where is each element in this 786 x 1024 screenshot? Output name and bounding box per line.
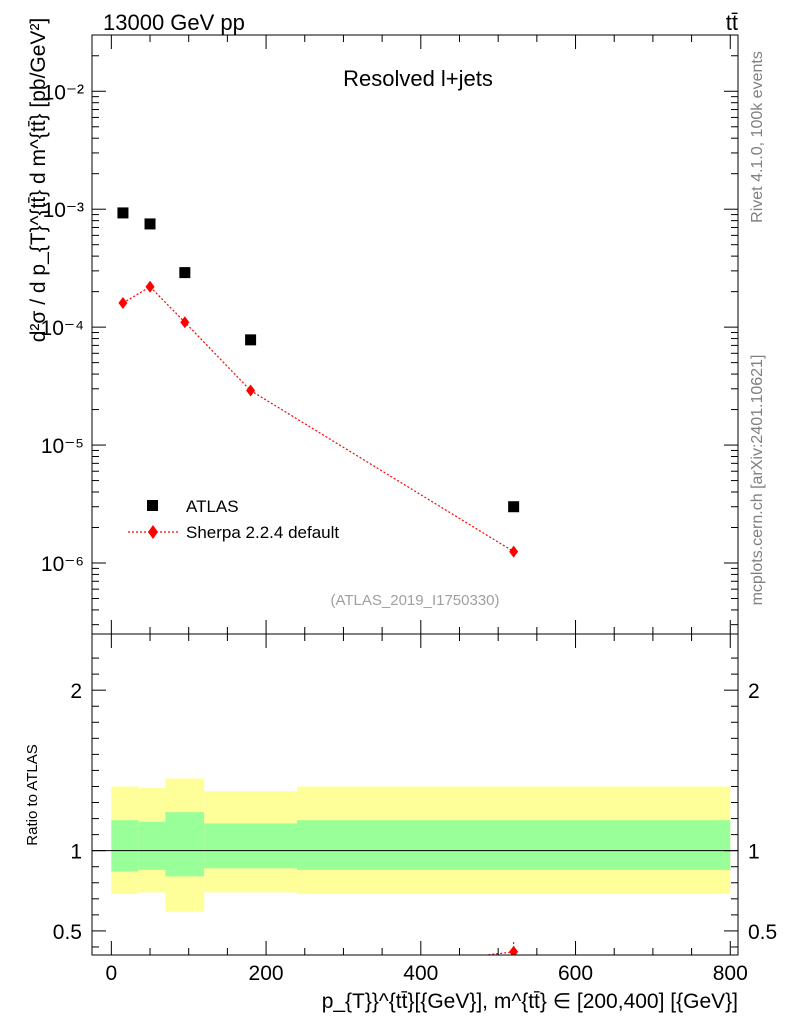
ratio-xtick-label: 0 [105,962,117,985]
ratio-mc-point [509,945,519,955]
ratio-stat-band [165,812,205,877]
legend-sherpa-marker [148,525,158,539]
ratio-stat-band [111,820,139,872]
main-ytick-label: 10⁻³ [43,199,84,222]
legend-sherpa-label: Sherpa 2.2.4 default [186,523,339,542]
atlas-point [117,207,129,219]
main-frame [91,34,739,635]
main-title: Resolved l+jets [343,66,493,91]
legend-atlas-marker [147,500,158,511]
atlas-point [179,267,191,279]
process-label: tt̄ [726,10,738,35]
ratio-stat-band [138,821,166,870]
ratio-ytick-label-right: 1 [748,841,760,864]
ratio-panel: 0.5 0.5 1 1 2 2 0 200 400 600 800 Ratio to ATLAS p… [24,633,777,1013]
legend: ATLAS Sherpa 2.2.4 default [128,497,339,542]
sherpa-line [122,285,514,553]
watermark-label: (ATLAS_2019_I1750330) [330,592,499,609]
ratio-ylabel: Ratio to ATLAS [24,744,41,845]
sherpa-point [145,280,155,293]
main-ytick-label: 10⁻⁵ [41,435,84,458]
ratio-xtick-label: 600 [558,962,593,985]
ratio-ytick-label-right: 2 [748,680,760,703]
ratio-xtick-label: 400 [403,962,438,985]
ratio-ytick-label-left: 1 [70,841,82,864]
ratio-xtick-label: 200 [249,962,284,985]
sherpa-point [180,316,190,329]
atlas-point [508,501,520,513]
atlas-point [245,334,257,346]
ratio-ytick-label-left: 2 [70,680,82,703]
main-ytick-label: 10⁻⁴ [41,317,84,340]
ratio-stat-band [204,823,298,869]
ratio-ytick-label-left: 0.5 [53,921,82,944]
ratio-frame [91,633,739,956]
atlas-point [144,218,156,230]
x-axis-label: p_{T}}^{tt̄}[{GeV}], m^{tt̄} ∈ [200,400]… [322,990,738,1013]
sherpa-point [118,297,128,310]
ratio-stat-band [297,820,731,870]
legend-atlas-label: ATLAS [186,497,239,516]
sherpa-point [246,384,256,397]
ratio-xtick-label: 800 [713,962,748,985]
main-panel: Resolved l+jets (ATLAS_2019_I1750330) d²… [27,18,739,635]
main-ytick-label: 10⁻⁶ [41,553,84,576]
rivet-label: Rivet 4.1.0, 100k events [749,51,766,223]
mcplots-label: mcplots.cern.ch [arXiv:2401.10621] [749,355,766,606]
main-ytick-label: 10⁻² [43,81,84,104]
energy-label: 13000 GeV pp [103,10,245,35]
sherpa-point [509,545,519,558]
main-ylabel: d²σ / d p_{T}^{tt̄} d m^{tt̄} [pb/GeV²] [27,18,50,343]
ratio-ytick-label-right: 0.5 [748,921,777,944]
